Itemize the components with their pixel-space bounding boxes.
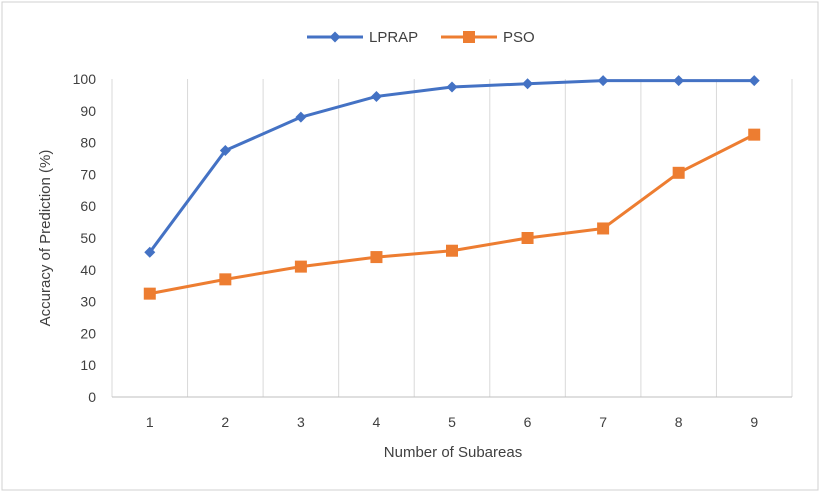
y-tick-label: 80	[80, 135, 96, 151]
data-point-lprap	[748, 75, 760, 87]
data-point-lprap	[370, 90, 382, 102]
data-point-lprap	[219, 145, 231, 157]
y-tick-label: 90	[80, 103, 96, 119]
data-point-pso	[370, 251, 383, 264]
x-tick-label: 4	[373, 414, 381, 430]
y-tick-label: 0	[88, 389, 96, 405]
y-tick-label: 20	[80, 325, 96, 341]
y-tick-label: 40	[80, 262, 96, 278]
legend-label-lprap: LPRAP	[369, 29, 418, 46]
x-axis-title: Number of Subareas	[384, 444, 522, 461]
y-tick-label: 60	[80, 198, 96, 214]
data-point-lprap	[597, 75, 609, 87]
x-tick-label: 9	[750, 414, 758, 430]
series	[143, 75, 761, 300]
x-tick-label: 3	[297, 414, 305, 430]
x-tick-label: 5	[448, 414, 456, 430]
data-point-pso	[294, 260, 307, 273]
legend-marker-pso	[463, 31, 475, 43]
x-tick-label: 1	[146, 414, 154, 430]
legend-label-pso: PSO	[503, 29, 535, 46]
y-axis-title: Accuracy of Prediction (%)	[37, 150, 54, 327]
y-tick-label: 30	[80, 294, 96, 310]
gridlines	[111, 79, 793, 397]
data-point-lprap	[673, 75, 685, 87]
y-tick-label: 70	[80, 166, 96, 182]
data-point-lprap	[295, 111, 307, 123]
chart-border	[1, 1, 819, 491]
data-point-pso	[672, 166, 685, 179]
data-point-lprap	[144, 246, 156, 258]
data-point-pso	[143, 287, 156, 300]
y-tick-label: 100	[73, 71, 97, 87]
data-point-pso	[597, 222, 610, 235]
x-tick-label: 8	[675, 414, 683, 430]
legend: LPRAP PSO	[307, 29, 535, 46]
data-point-lprap	[522, 78, 534, 90]
data-point-lprap	[446, 81, 458, 93]
data-point-pso	[446, 244, 458, 257]
x-tick-label: 2	[221, 414, 229, 430]
x-tick-label: 6	[524, 414, 532, 430]
y-tick-label: 10	[80, 357, 96, 373]
data-point-pso	[748, 128, 761, 141]
data-point-pso	[219, 273, 232, 286]
x-tick-label: 7	[599, 414, 607, 430]
y-tick-label: 50	[80, 230, 96, 246]
axes: 0 10 20 30 40 50 60 70 80 90 100 1 2 3 4 5 6 7 8 9	[73, 71, 792, 430]
data-point-pso	[521, 232, 534, 244]
legend-marker-lprap	[329, 31, 341, 43]
